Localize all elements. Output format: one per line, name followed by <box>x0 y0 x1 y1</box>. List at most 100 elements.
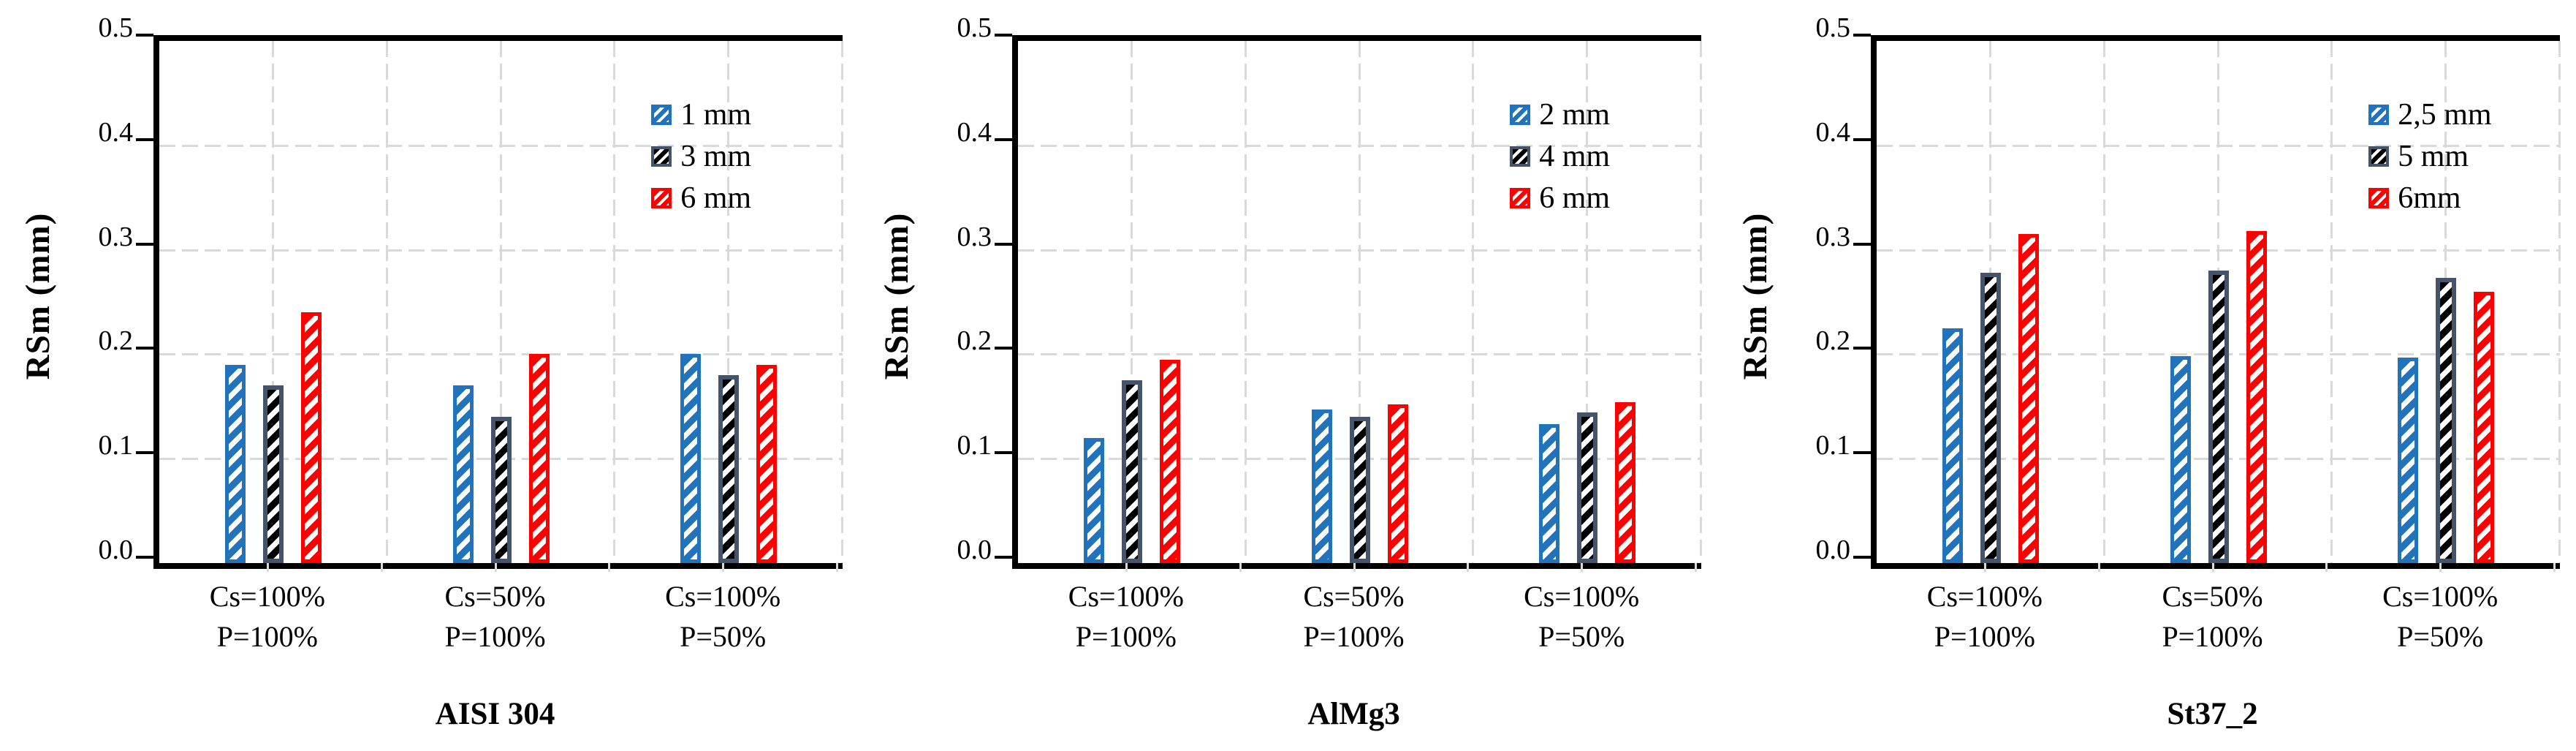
y-tick-mark <box>1853 347 1871 350</box>
bar-5mm-group2 <box>2208 271 2229 563</box>
category-label-line: Cs=100% <box>1068 580 1184 613</box>
category-label-line: Cs=50% <box>1303 580 1405 613</box>
v-gridline <box>1358 41 1361 563</box>
v-gridline <box>727 41 730 563</box>
v-gridline <box>2102 41 2105 563</box>
bar-6mm-group1 <box>300 312 322 563</box>
legend-label: 6 mm <box>1539 181 1611 215</box>
category-label-line: P=100% <box>1303 620 1405 653</box>
v-gridline <box>1130 41 1133 563</box>
bar-1mm-group3 <box>680 354 702 563</box>
legend-item: 2,5 mm <box>2368 98 2492 132</box>
y-tick-label: 0.0 <box>957 535 992 565</box>
bar-4mm-group1 <box>1121 380 1142 563</box>
x-tick-mark <box>722 563 725 572</box>
x-tick-mark <box>1695 563 1697 572</box>
legend-item: 2 mm <box>1510 98 1610 132</box>
bar-2mm-group1 <box>1083 437 1104 563</box>
y-tick-mark <box>136 137 153 141</box>
y-tick-label: 0.4 <box>1815 116 1851 148</box>
legend-item: 3 mm <box>651 140 751 173</box>
v-gridline <box>1586 41 1589 563</box>
legend-item: 5 mm <box>2368 140 2469 173</box>
legend-swatch-slate-hatch-icon <box>651 146 672 167</box>
y-tick-mark <box>995 556 1012 559</box>
legend-swatch-slate-hatch-icon <box>1510 146 1531 167</box>
bar-5mm-group3 <box>2436 278 2457 563</box>
y-tick-mark <box>136 347 153 350</box>
bar-6mm-group1 <box>2018 234 2039 563</box>
legend-swatch-blue-hatch-icon <box>651 105 672 125</box>
bar-2mm-group3 <box>1539 424 1560 563</box>
y-tick-mark <box>1853 242 1871 246</box>
bar-25mm-group2 <box>2170 356 2191 563</box>
x-tick-mark <box>1467 563 1470 572</box>
legend-label: 3 mm <box>680 140 752 173</box>
x-tick-mark <box>2211 563 2214 572</box>
category-label: Cs=100% P=100% <box>1868 576 2102 657</box>
chart-st37-2: RSm (mm) 2,5 mm 5 mm 6mm St37_2 0.5 0.4 0.3 0… <box>1717 0 2576 751</box>
category-label-line: Cs=50% <box>2162 580 2263 613</box>
category-label-line: Cs=100% <box>1926 580 2043 613</box>
v-gridline <box>613 41 616 563</box>
category-label-line: P=50% <box>2397 620 2484 653</box>
x-tick-mark <box>608 563 611 572</box>
bar-6mm-group3 <box>2474 291 2495 563</box>
y-tick-label: 0.1 <box>1815 430 1851 461</box>
category-label: Cs=100% P=50% <box>2323 576 2557 657</box>
bar-3mm-group3 <box>718 374 740 563</box>
y-tick-label: 0.5 <box>98 12 134 43</box>
y-tick-label: 0.3 <box>957 221 992 252</box>
y-tick-mark <box>1853 34 1871 37</box>
chart-title: AlMg3 <box>1307 697 1400 731</box>
y-tick-mark <box>995 34 1012 37</box>
v-gridline <box>1700 41 1702 563</box>
bar-2mm-group2 <box>1311 410 1332 563</box>
y-tick-label: 0.2 <box>98 325 134 357</box>
x-tick-mark <box>494 563 497 572</box>
v-gridline <box>385 41 388 563</box>
x-tick-mark <box>266 563 269 572</box>
category-label-line: P=100% <box>216 620 318 653</box>
plot-area: 2,5 mm 5 mm 6mm <box>1871 35 2561 569</box>
legend-label: 1 mm <box>680 98 752 132</box>
v-gridline <box>499 41 502 563</box>
category-label: Cs=100% P=100% <box>1009 576 1243 657</box>
v-gridline <box>1472 41 1475 563</box>
y-tick-label: 0.5 <box>1815 12 1851 43</box>
plot-area: 2 mm 4 mm 6 mm <box>1012 35 1702 569</box>
bar-3mm-group1 <box>262 385 284 563</box>
category-label: Cs=100% P=50% <box>1464 576 1698 657</box>
y-tick-label: 0.0 <box>1815 535 1851 565</box>
bar-6mm-group1 <box>1159 359 1180 563</box>
legend-item: 4 mm <box>1510 140 1610 173</box>
category-label: Cs=100% P=50% <box>606 576 840 657</box>
bar-6mm-group3 <box>756 364 778 563</box>
bar-6mm-group2 <box>1387 404 1408 563</box>
v-gridline <box>2330 41 2333 563</box>
v-gridline <box>2558 41 2561 563</box>
y-tick-mark <box>136 556 153 559</box>
chart-aisi-304: RSm (mm) 1 mm 3 mm 6 mm AISI 304 0.5 0.4 0.3… <box>0 0 859 751</box>
chart-title: AISI 304 <box>435 697 555 731</box>
legend-swatch-red-hatch-icon <box>2368 188 2390 208</box>
legend-swatch-slate-hatch-icon <box>2368 146 2390 167</box>
x-tick-mark <box>2553 563 2556 572</box>
x-tick-mark <box>380 563 383 572</box>
legend-item: 6mm <box>2368 181 2461 215</box>
legend-item: 6 mm <box>651 181 751 215</box>
x-tick-mark <box>2439 563 2442 572</box>
category-label: Cs=50% P=100% <box>2096 576 2330 657</box>
chart-title: St37_2 <box>2167 697 2258 731</box>
y-tick-label: 0.4 <box>957 116 992 148</box>
legend-swatch-red-hatch-icon <box>651 188 672 208</box>
y-tick-label: 0.2 <box>1815 325 1851 357</box>
legend-swatch-blue-hatch-icon <box>2368 105 2390 125</box>
y-tick-label: 0.3 <box>1815 221 1851 252</box>
y-tick-label: 0.4 <box>98 116 134 148</box>
category-label-line: P=100% <box>444 620 546 653</box>
bar-25mm-group1 <box>1942 328 1963 563</box>
y-tick-mark <box>1853 137 1871 141</box>
category-label-line: P=100% <box>1075 620 1177 653</box>
y-tick-mark <box>136 451 153 455</box>
